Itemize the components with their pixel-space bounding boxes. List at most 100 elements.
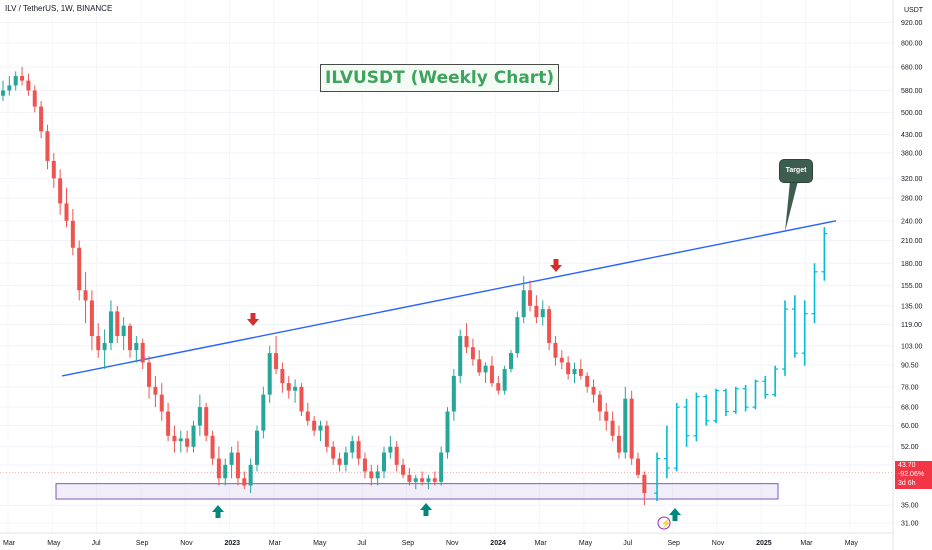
- symbol-header[interactable]: ILV / TetherUS, 1W, BINANCE: [5, 4, 113, 13]
- up-arrow-icon: [212, 505, 224, 512]
- candle-body: [439, 452, 444, 482]
- candle-body: [305, 411, 310, 421]
- candle-body: [147, 362, 152, 387]
- candle-body: [235, 452, 240, 479]
- current-price-change: -92.06%: [898, 471, 925, 478]
- candle-body: [70, 220, 75, 248]
- time-tick-label: 2023: [225, 540, 241, 547]
- candle-body: [362, 458, 367, 472]
- time-tick-label: Mar: [3, 540, 16, 547]
- candle-body: [401, 464, 406, 475]
- candle-body: [343, 452, 348, 465]
- candle-body: [616, 435, 621, 453]
- candle-body: [623, 398, 628, 453]
- up-arrow-shaft: [423, 510, 429, 516]
- time-tick-label: Sep: [136, 540, 149, 547]
- projection-group: [654, 227, 828, 502]
- time-tick-label: Nov: [446, 540, 459, 547]
- time-tick-label: May: [845, 540, 859, 547]
- time-tick-label: May: [47, 540, 61, 547]
- candle-body: [102, 342, 107, 351]
- candle-body: [159, 394, 164, 412]
- candle-body: [58, 178, 63, 204]
- candle-body: [483, 365, 488, 373]
- candle-body: [77, 247, 82, 291]
- candle-body: [572, 369, 577, 375]
- time-tick-label: Jul: [357, 540, 366, 547]
- candle-body: [7, 85, 12, 91]
- candle-body: [318, 425, 323, 431]
- candle-body: [153, 386, 158, 395]
- time-axis: Mar May Jul Sep Nov 2023 Mar May Jul Sep Nov 2024 Ma…: [3, 540, 858, 547]
- price-tick-label: 135.00: [901, 303, 923, 310]
- candle-body: [248, 464, 253, 486]
- target-pointer-shape: [785, 181, 798, 232]
- price-tick-label: 920.00: [901, 20, 923, 27]
- candle-body: [375, 471, 380, 479]
- down-arrow-icon: [553, 259, 559, 265]
- candle-body: [134, 342, 139, 351]
- candle-body: [280, 369, 285, 384]
- time-tick-label: Mar: [535, 540, 548, 547]
- flash-icon[interactable]: [657, 516, 671, 530]
- price-tick-label: 280.00: [901, 196, 923, 203]
- candle-body: [140, 342, 145, 363]
- candle-body: [331, 446, 336, 459]
- candle-body: [445, 411, 450, 453]
- candle-body: [521, 290, 526, 318]
- up-arrow-icon: [669, 508, 681, 515]
- candle-body: [89, 300, 94, 337]
- candle-body: [51, 160, 56, 179]
- candle-body: [464, 336, 469, 348]
- candle-body: [121, 325, 126, 337]
- candle-body: [528, 290, 533, 306]
- candle-body: [382, 452, 386, 472]
- candle-body: [426, 478, 431, 482]
- candle-body: [255, 430, 259, 465]
- price-tick-label: 103.00: [901, 343, 923, 350]
- candle-body: [394, 446, 399, 465]
- candle-body: [191, 425, 196, 447]
- candle-body: [166, 411, 171, 436]
- time-tick-label: Mar: [800, 540, 813, 547]
- signal-arrows: [212, 259, 681, 521]
- target-pointer: [785, 181, 798, 232]
- candle-body: [13, 75, 18, 86]
- candle-body: [128, 325, 132, 351]
- price-tick-label: 180.00: [901, 261, 923, 268]
- current-price-tag: 43.70 -92.06% 3d 6h: [895, 461, 932, 489]
- time-tick-label: 2024: [490, 540, 506, 547]
- candle-body: [45, 131, 50, 161]
- candle-body: [642, 474, 647, 494]
- candle-body: [64, 203, 69, 221]
- candle-body: [216, 458, 221, 479]
- price-tick-label: 800.00: [901, 40, 923, 47]
- candle-body: [312, 420, 317, 431]
- bar-countdown: 3d 6h: [898, 480, 916, 487]
- candle-body: [547, 309, 552, 343]
- candle-body: [242, 478, 247, 486]
- candle-body: [32, 90, 37, 107]
- candle-body: [293, 386, 298, 391]
- candle-body: [369, 471, 374, 479]
- target-callout: Target: [779, 159, 813, 183]
- price-tick-label: 680.00: [901, 64, 923, 71]
- price-axis-unit[interactable]: USDT: [904, 7, 924, 14]
- candle-body: [566, 362, 571, 375]
- candle-body: [553, 342, 558, 358]
- candle-body: [286, 383, 291, 391]
- price-tick-label: 68.00: [901, 405, 919, 412]
- price-tick-label: 210.00: [901, 238, 923, 245]
- down-arrow-icon: [250, 313, 256, 319]
- price-axis: 920.00 800.00 680.00 580.00 500.00 430.00 380.…: [901, 20, 923, 528]
- candle-body: [496, 383, 501, 391]
- price-tick-label: 119.00: [901, 322, 922, 329]
- candle-body: [350, 441, 355, 453]
- candle-body: [1, 90, 5, 96]
- up-arrow-icon: [420, 503, 432, 510]
- candle-body: [96, 336, 101, 351]
- price-tick-label: 580.00: [901, 88, 923, 95]
- time-tick-label: 2025: [756, 540, 772, 547]
- current-price-value: 43.70: [898, 462, 916, 469]
- candle-body: [629, 398, 634, 459]
